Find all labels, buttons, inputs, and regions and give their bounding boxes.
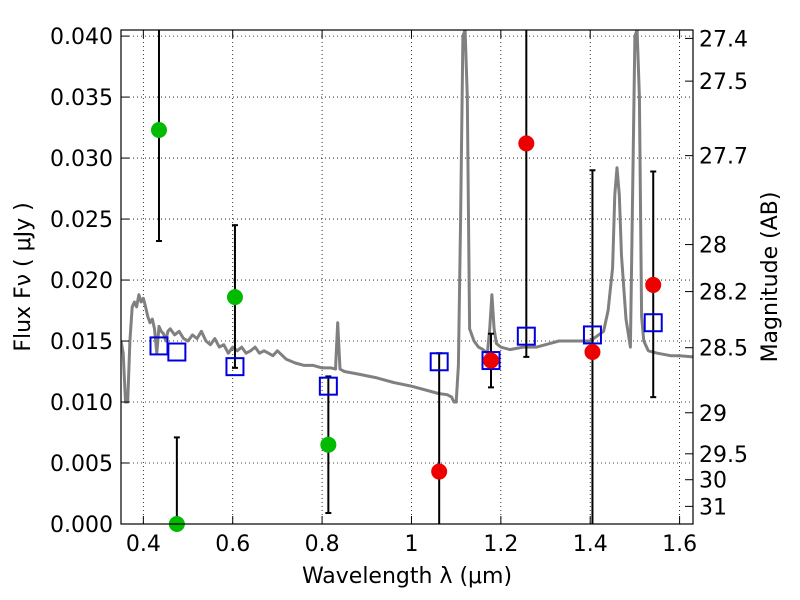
- x-tick-label: 1: [404, 532, 418, 557]
- model-photometry-square: [516, 326, 536, 346]
- y2-tick-label: 31: [699, 495, 727, 520]
- y-tick-label: 0.005: [50, 452, 113, 477]
- y-tick-label: 0.010: [50, 391, 113, 416]
- model-photometry-square: [167, 342, 187, 362]
- nir-data-point: [483, 352, 500, 369]
- nir-data-point: [645, 276, 662, 293]
- model-spectrum-line: [121, 30, 693, 404]
- x-tick-label: 1.6: [662, 532, 697, 557]
- x-tick-label: 0.6: [215, 532, 250, 557]
- y-axis-label: Flux Fν ( μJy ): [11, 202, 36, 351]
- x-tick-label: 1.4: [573, 532, 608, 557]
- y2-tick-label: 27.7: [699, 145, 748, 170]
- y2-tick-label: 29: [699, 402, 727, 427]
- model-photometry-square: [225, 357, 245, 377]
- y-tick-label: 0.020: [50, 269, 113, 294]
- optical-data-point: [226, 289, 243, 306]
- model-photometry-square: [643, 313, 663, 333]
- optical-data-point: [320, 436, 337, 453]
- x-tick-label: 0.8: [305, 532, 340, 557]
- y2-tick-label: 28: [699, 234, 727, 259]
- nir-data-point: [584, 344, 601, 361]
- y-tick-label: 0.030: [50, 147, 113, 172]
- y2-tick-label: 27.4: [699, 27, 748, 52]
- y-tick-label: 0.035: [50, 86, 113, 111]
- observed-photometry-layer: [150, 122, 662, 532]
- model-photometry-square: [318, 376, 338, 396]
- y-tick-label: 0.000: [50, 513, 113, 538]
- x-tick-label: 1.2: [483, 532, 518, 557]
- optical-data-point: [150, 122, 167, 139]
- x-axis-ticks: 0.4 0.6 0.8 1 1.2 1.4 1.6: [126, 30, 697, 557]
- plot-frame: [120, 29, 694, 525]
- y-tick-label: 0.025: [50, 208, 113, 233]
- y2-tick-label: 28.2: [699, 281, 748, 306]
- nir-data-point: [431, 463, 448, 480]
- x-axis-label: Wavelength λ (μm): [302, 564, 512, 589]
- y-tick-label: 0.040: [50, 25, 113, 50]
- model-photometry-square: [481, 351, 501, 371]
- model-photometry-layer: [149, 313, 663, 396]
- y2-tick-label: 29.5: [699, 443, 748, 468]
- y2-tick-label: 28.5: [699, 337, 748, 362]
- model-photometry-square: [582, 325, 602, 345]
- y-tick-label: 0.015: [50, 330, 113, 355]
- y2-tick-label: 30: [699, 469, 727, 494]
- y2-axis-label: Magnitude (AB): [758, 192, 783, 363]
- y-axis-ticks: 0.000 0.005 0.010 0.015 0.020 0.025 0.030 0.035…: [50, 25, 129, 538]
- model-spectrum-layer: [121, 30, 693, 404]
- nir-data-point: [518, 135, 535, 152]
- model-photometry-square: [429, 352, 449, 372]
- x-tick-label: 0.4: [126, 532, 161, 557]
- y2-tick-label: 27.5: [699, 70, 748, 95]
